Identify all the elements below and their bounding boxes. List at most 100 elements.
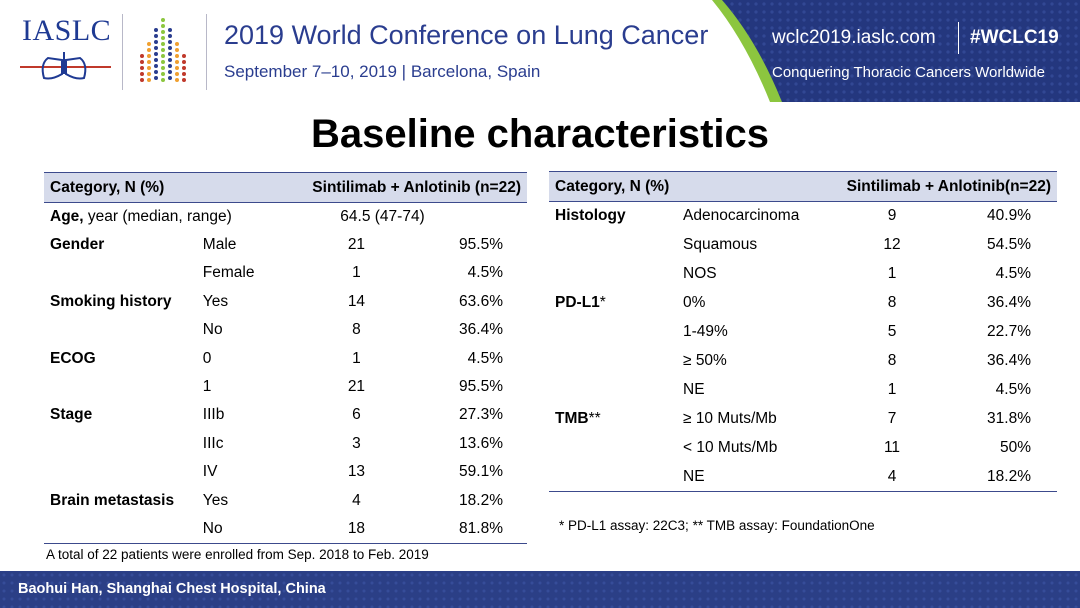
percent-cell: 18.2% [459, 491, 503, 509]
count-cell: 7 [887, 410, 897, 427]
subcategory-cell: 1 [202, 378, 212, 396]
percent-cell: 59.1% [459, 463, 503, 481]
banner-divider [958, 22, 959, 54]
subcategory-cell: NOS [683, 265, 717, 282]
subcategory-cell: 1-49% [683, 323, 728, 340]
subcategory-cell: Adenocarcinoma [683, 207, 800, 225]
header-group: Sintilimab + Anlotinib(n=22) [837, 171, 1057, 202]
table-row: Female 1 4.5% [44, 259, 527, 287]
header-divider [206, 14, 207, 90]
category-cell [549, 434, 677, 463]
category-cell: Histology [549, 202, 677, 231]
count-cell: 13 [347, 463, 366, 481]
count-cell: 5 [887, 323, 897, 340]
table-row: NOS 1 4.5% [549, 260, 1057, 289]
table-row: NE 1 4.5% [549, 376, 1057, 405]
table-row: Stage IIIb 6 27.3% [44, 401, 527, 429]
percent-cell: 31.8% [987, 410, 1031, 427]
subcategory-cell: 0% [683, 294, 706, 311]
table-row: ≥ 50% 8 36.4% [549, 347, 1057, 376]
header-category: Category, N (%) [44, 172, 307, 203]
subcategory-cell: < 10 Muts/Mb [683, 439, 778, 456]
header-category: Category, N (%) [549, 171, 837, 202]
table-row: 1-49% 5 22.7% [549, 318, 1057, 347]
conference-website: wclc2019.iaslc.com [772, 27, 936, 48]
header-group: Sintilimab + Anlotinib (n=22) [306, 172, 527, 203]
category-cell [549, 318, 677, 347]
table-row: PD-L1* 0% 8 36.4% [549, 289, 1057, 318]
conference-date: September 7–10, 2019 | Barcelona, Spain [224, 62, 541, 81]
subcategory-cell: NE [677, 462, 837, 492]
count-cell: 6 [352, 406, 361, 424]
table-row: 1 21 95.5% [44, 373, 527, 401]
table-row: TMB** ≥ 10 Muts/Mb 7 31.8% [549, 405, 1057, 434]
percent-cell: 63.6% [459, 292, 503, 310]
category-cell [549, 376, 677, 405]
count-cell: 1 [887, 265, 897, 282]
percent-cell: 81.8% [406, 514, 527, 544]
count-cell: 8 [887, 294, 897, 311]
enrollment-footnote: A total of 22 patients were enrolled fro… [46, 547, 429, 562]
age-value: 64.5 (47-74) [340, 207, 425, 225]
category-cell: Gender [50, 236, 105, 254]
percent-cell: 4.5% [467, 264, 503, 282]
subcategory-cell: Yes [202, 491, 229, 509]
percent-cell: 18.2% [947, 462, 1057, 492]
table-row: No 18 81.8% [44, 514, 527, 544]
category-cell [549, 462, 677, 492]
category-cell: Smoking history [50, 292, 172, 310]
subcategory-cell: No [196, 514, 307, 544]
footer-pattern [0, 571, 1080, 608]
category-marker: * [599, 294, 606, 311]
table-row: ECOG 0 1 4.5% [44, 344, 527, 372]
category-cell [44, 458, 197, 486]
count-cell: 8 [887, 352, 897, 369]
count-cell: 3 [352, 434, 361, 452]
table-header-row: Category, N (%) Sintilimab + Anlotinib(n… [549, 171, 1057, 202]
percent-cell: 13.6% [459, 434, 503, 452]
category-cell: Brain metastasis [50, 491, 175, 509]
table-row: Brain metastasis Yes 4 18.2% [44, 486, 527, 514]
subcategory-cell: IIIb [202, 406, 225, 424]
table-row: Gender Male 21 95.5% [44, 231, 527, 259]
percent-cell: 27.3% [459, 406, 503, 424]
subcategory-cell: ≥ 10 Muts/Mb [683, 410, 777, 427]
count-cell: 12 [883, 236, 901, 253]
category-label: Histology [555, 207, 626, 225]
subcategory-cell: NE [683, 381, 705, 398]
category-marker: ** [588, 410, 601, 427]
table-row: No 8 36.4% [44, 316, 527, 344]
category-label: TMB [555, 410, 589, 427]
header-divider [122, 14, 123, 90]
percent-cell: 22.7% [987, 323, 1031, 340]
assay-footnote: * PD-L1 assay: 22C3; ** TMB assay: Found… [559, 518, 875, 533]
conference-tagline: Conquering Thoracic Cancers Worldwide [772, 64, 1045, 81]
count-cell: 14 [347, 292, 366, 310]
footer-bar: Baohui Han, Shanghai Chest Hospital, Chi… [0, 571, 1080, 608]
count-cell: 1 [887, 381, 897, 398]
subcategory-cell: Male [202, 236, 237, 254]
table-row: Age, year (median, range) 64.5 (47-74) [44, 203, 527, 231]
category-cell: Stage [50, 406, 93, 424]
subcategory-cell: IV [202, 463, 218, 481]
table-row: NE 4 18.2% [549, 462, 1057, 492]
category-cell [44, 430, 197, 458]
percent-cell: 4.5% [995, 265, 1031, 282]
category-cell [44, 373, 197, 401]
slide-title: Baseline characteristics [310, 112, 770, 156]
category-cell [44, 259, 197, 287]
conference-hashtag: #WCLC19 [970, 27, 1059, 48]
percent-cell: 95.5% [459, 236, 503, 254]
age-label: Age, [50, 207, 84, 225]
category-cell [44, 514, 197, 544]
conference-title: 2019 World Conference on Lung Cancer [224, 20, 709, 50]
table-row: IV 13 59.1% [44, 458, 527, 486]
count-cell: 8 [352, 321, 361, 339]
category-cell [44, 316, 197, 344]
subcategory-cell: No [202, 321, 223, 339]
category-cell: TMB** [549, 405, 677, 434]
age-cell: Age, year (median, range) [44, 203, 306, 231]
category-cell: ECOG [50, 349, 96, 367]
category-cell: PD-L1* [549, 289, 677, 318]
count-cell: 4 [837, 462, 947, 492]
